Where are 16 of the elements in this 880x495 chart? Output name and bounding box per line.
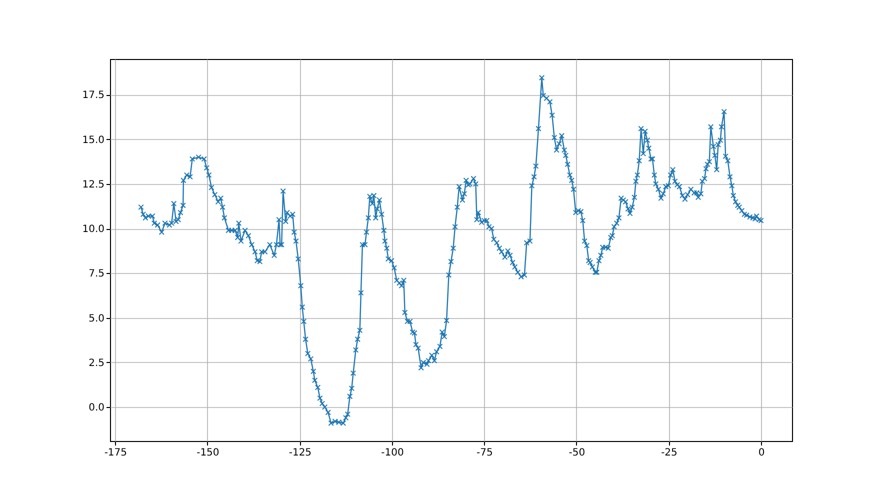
y-tick-label: 15.0	[82, 134, 104, 146]
y-tick-label: 5.0	[88, 313, 104, 324]
x-tick-label: -50	[568, 448, 586, 458]
x-tick-label: -100	[381, 448, 404, 458]
x-tick-label: -125	[288, 448, 312, 458]
y-tick-label: 0.0	[88, 402, 104, 414]
x-tick-label: 0	[758, 448, 765, 458]
y-tick-label: 7.5	[88, 268, 104, 280]
x-tick-label: -175	[104, 448, 128, 458]
y-tick-label: 12.5	[82, 179, 104, 190]
y-tick-label: 17.5	[82, 90, 104, 102]
y-tick-label: 2.5	[88, 358, 104, 369]
x-tick-label: -75	[476, 448, 493, 458]
x-tick-label: -150	[196, 448, 220, 458]
x-tick-label: -25	[661, 448, 678, 458]
y-tick-label: 10.0	[82, 224, 104, 236]
